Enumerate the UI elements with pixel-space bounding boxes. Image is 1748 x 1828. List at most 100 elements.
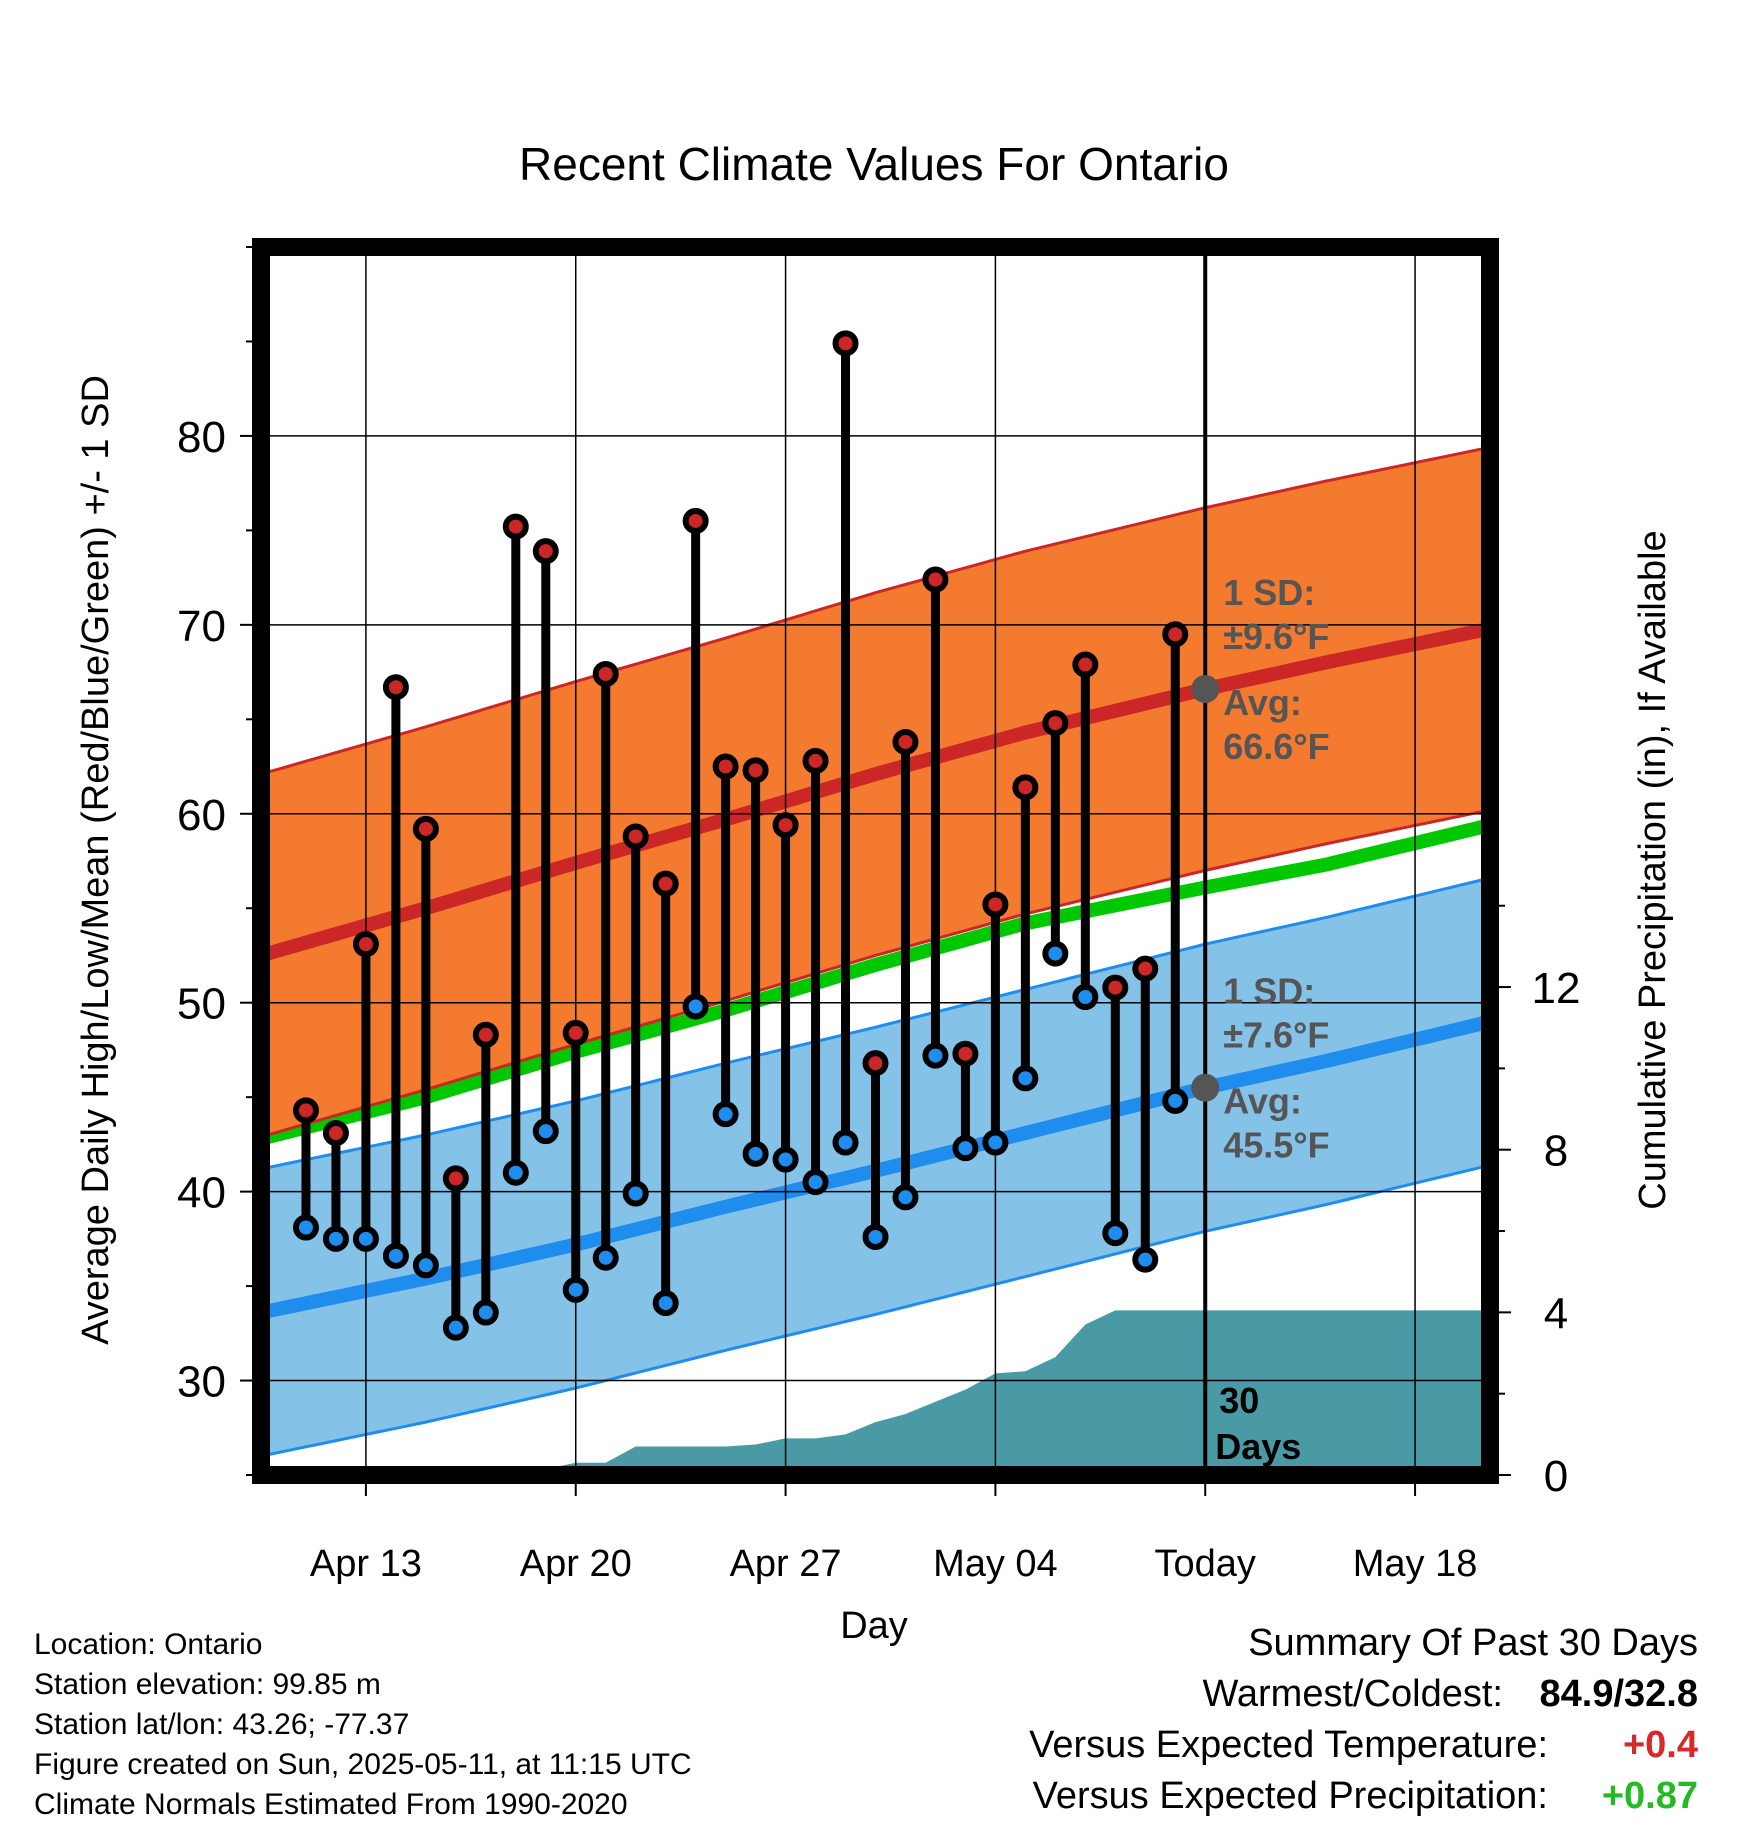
y-axis-label: Average Daily High/Low/Mean (Red/Blue/Gr… — [75, 375, 117, 1345]
y-tick-label: 40 — [177, 1169, 226, 1218]
summary-temp-row: Versus Expected Temperature: +0.4 — [1029, 1720, 1698, 1771]
daily-low-point — [922, 1042, 949, 1069]
daily-low-point — [1042, 940, 1069, 967]
precip-label: Versus Expected Precipitation: — [1032, 1775, 1548, 1817]
y2-tick-label: 12 — [1532, 964, 1581, 1013]
low-avg-value: 45.5°F — [1223, 1125, 1329, 1166]
low-band-upper-edge — [261, 876, 1490, 1171]
x-tick-label: May 18 — [1353, 1543, 1478, 1585]
daily-low-point — [622, 1180, 649, 1207]
daily-high-point — [862, 1050, 889, 1077]
daily-high-point — [622, 823, 649, 850]
daily-low-point — [562, 1276, 589, 1303]
daily-high-point — [802, 747, 829, 774]
daily-high-point — [742, 757, 769, 784]
daily-high-point — [892, 728, 919, 755]
daily-high-point — [652, 870, 679, 897]
daily-high-point — [502, 513, 529, 540]
daily-low-point — [652, 1290, 679, 1317]
x-tick-label: May 04 — [933, 1543, 1058, 1585]
daily-high-point — [682, 507, 709, 534]
precip-value: +0.87 — [1601, 1775, 1698, 1817]
warmest-value: 84.9/32.8 — [1539, 1673, 1698, 1715]
low-avg-label: Avg: — [1223, 1081, 1302, 1122]
daily-high-point — [412, 815, 439, 842]
daily-high-point — [592, 660, 619, 687]
high-normal-line — [261, 621, 1490, 963]
created-text: Figure created on Sun, 2025-05-11, at 11… — [34, 1748, 692, 1781]
daily-low-point — [412, 1252, 439, 1279]
daily-high-point — [472, 1021, 499, 1048]
location-text: Location: Ontario — [34, 1628, 263, 1661]
y-tick-label: 30 — [177, 1358, 226, 1407]
daily-low-point — [742, 1140, 769, 1167]
summary-warmest-row: Warmest/Coldest: 84.9/32.8 — [1029, 1669, 1698, 1720]
x-axis-label: Day — [840, 1605, 908, 1647]
daily-low-point — [502, 1159, 529, 1186]
daily-low-point — [682, 993, 709, 1020]
y-tick-label: 70 — [177, 602, 226, 651]
daily-high-point — [1162, 621, 1189, 648]
mean-normal-line — [261, 818, 1490, 1146]
y-tick-label: 60 — [177, 791, 226, 840]
daily-high-point — [532, 538, 559, 565]
daily-low-point — [532, 1118, 559, 1145]
normals-text: Climate Normals Estimated From 1990-2020 — [34, 1788, 628, 1821]
low-avg-marker — [1191, 1073, 1220, 1102]
daily-low-point — [442, 1314, 469, 1341]
daily-high-point — [952, 1040, 979, 1067]
daily-high-point — [1012, 774, 1039, 801]
daily-high-point — [382, 674, 409, 701]
high-avg-label: Avg: — [1223, 682, 1302, 723]
precip-area — [261, 1310, 1490, 1475]
daily-high-point — [712, 753, 739, 780]
daily-high-point — [322, 1120, 349, 1147]
daily-low-point — [832, 1129, 859, 1156]
daily-low-point — [382, 1242, 409, 1269]
days-label-text: Days — [1215, 1426, 1301, 1467]
daily-low-point — [472, 1299, 499, 1326]
daily-low-point — [352, 1225, 379, 1252]
daily-low-point — [862, 1223, 889, 1250]
low-sd-value: ±7.6°F — [1223, 1015, 1329, 1056]
daily-low-point — [1072, 984, 1099, 1011]
x-tick-label: Today — [1155, 1543, 1256, 1585]
y2-axis-label: Cumulative Precipitation (in), If Availa… — [1632, 530, 1674, 1209]
daily-high-point — [1072, 651, 1099, 678]
daily-high-point — [832, 330, 859, 357]
daily-low-point — [1162, 1087, 1189, 1114]
daily-low-point — [1132, 1246, 1159, 1273]
daily-high-point — [1102, 974, 1129, 1001]
daily-high-point — [772, 812, 799, 839]
chart-title: Recent Climate Values For Ontario — [519, 138, 1229, 190]
summary-panel: Summary Of Past 30 Days Warmest/Coldest:… — [1029, 1618, 1698, 1822]
warmest-label: Warmest/Coldest: — [1202, 1673, 1503, 1715]
high-avg-value: 66.6°F — [1223, 726, 1329, 767]
y2-tick-label: 4 — [1544, 1289, 1568, 1338]
high-sd-band — [261, 447, 1490, 1137]
summary-precip-row: Versus Expected Precipitation: +0.87 — [1029, 1771, 1698, 1822]
elevation-text: Station elevation: 99.85 m — [34, 1668, 381, 1701]
days-label-number: 30 — [1219, 1380, 1259, 1421]
x-tick-label: Apr 20 — [520, 1543, 632, 1585]
temp-value: +0.4 — [1622, 1724, 1698, 1766]
plot-frame — [252, 238, 1499, 1484]
daily-high-point — [982, 891, 1009, 918]
temp-label: Versus Expected Temperature: — [1029, 1724, 1548, 1766]
daily-low-point — [1102, 1220, 1129, 1247]
low-band-lower-edge — [261, 1163, 1490, 1458]
high-band-upper-edge — [261, 445, 1490, 776]
station-info: Location: Ontario Station elevation: 99.… — [34, 1625, 692, 1825]
y2-tick-label: 0 — [1544, 1452, 1568, 1501]
high-band-lower-edge — [261, 808, 1490, 1139]
daily-low-point — [292, 1214, 319, 1241]
high-sd-value: ±9.6°F — [1223, 616, 1329, 657]
daily-high-point — [1042, 710, 1069, 737]
daily-high-point — [1132, 955, 1159, 982]
y2-tick-label: 8 — [1544, 1127, 1568, 1176]
y-tick-label: 80 — [177, 413, 226, 462]
daily-low-point — [772, 1146, 799, 1173]
daily-low-point — [802, 1169, 829, 1196]
daily-high-point — [352, 931, 379, 958]
